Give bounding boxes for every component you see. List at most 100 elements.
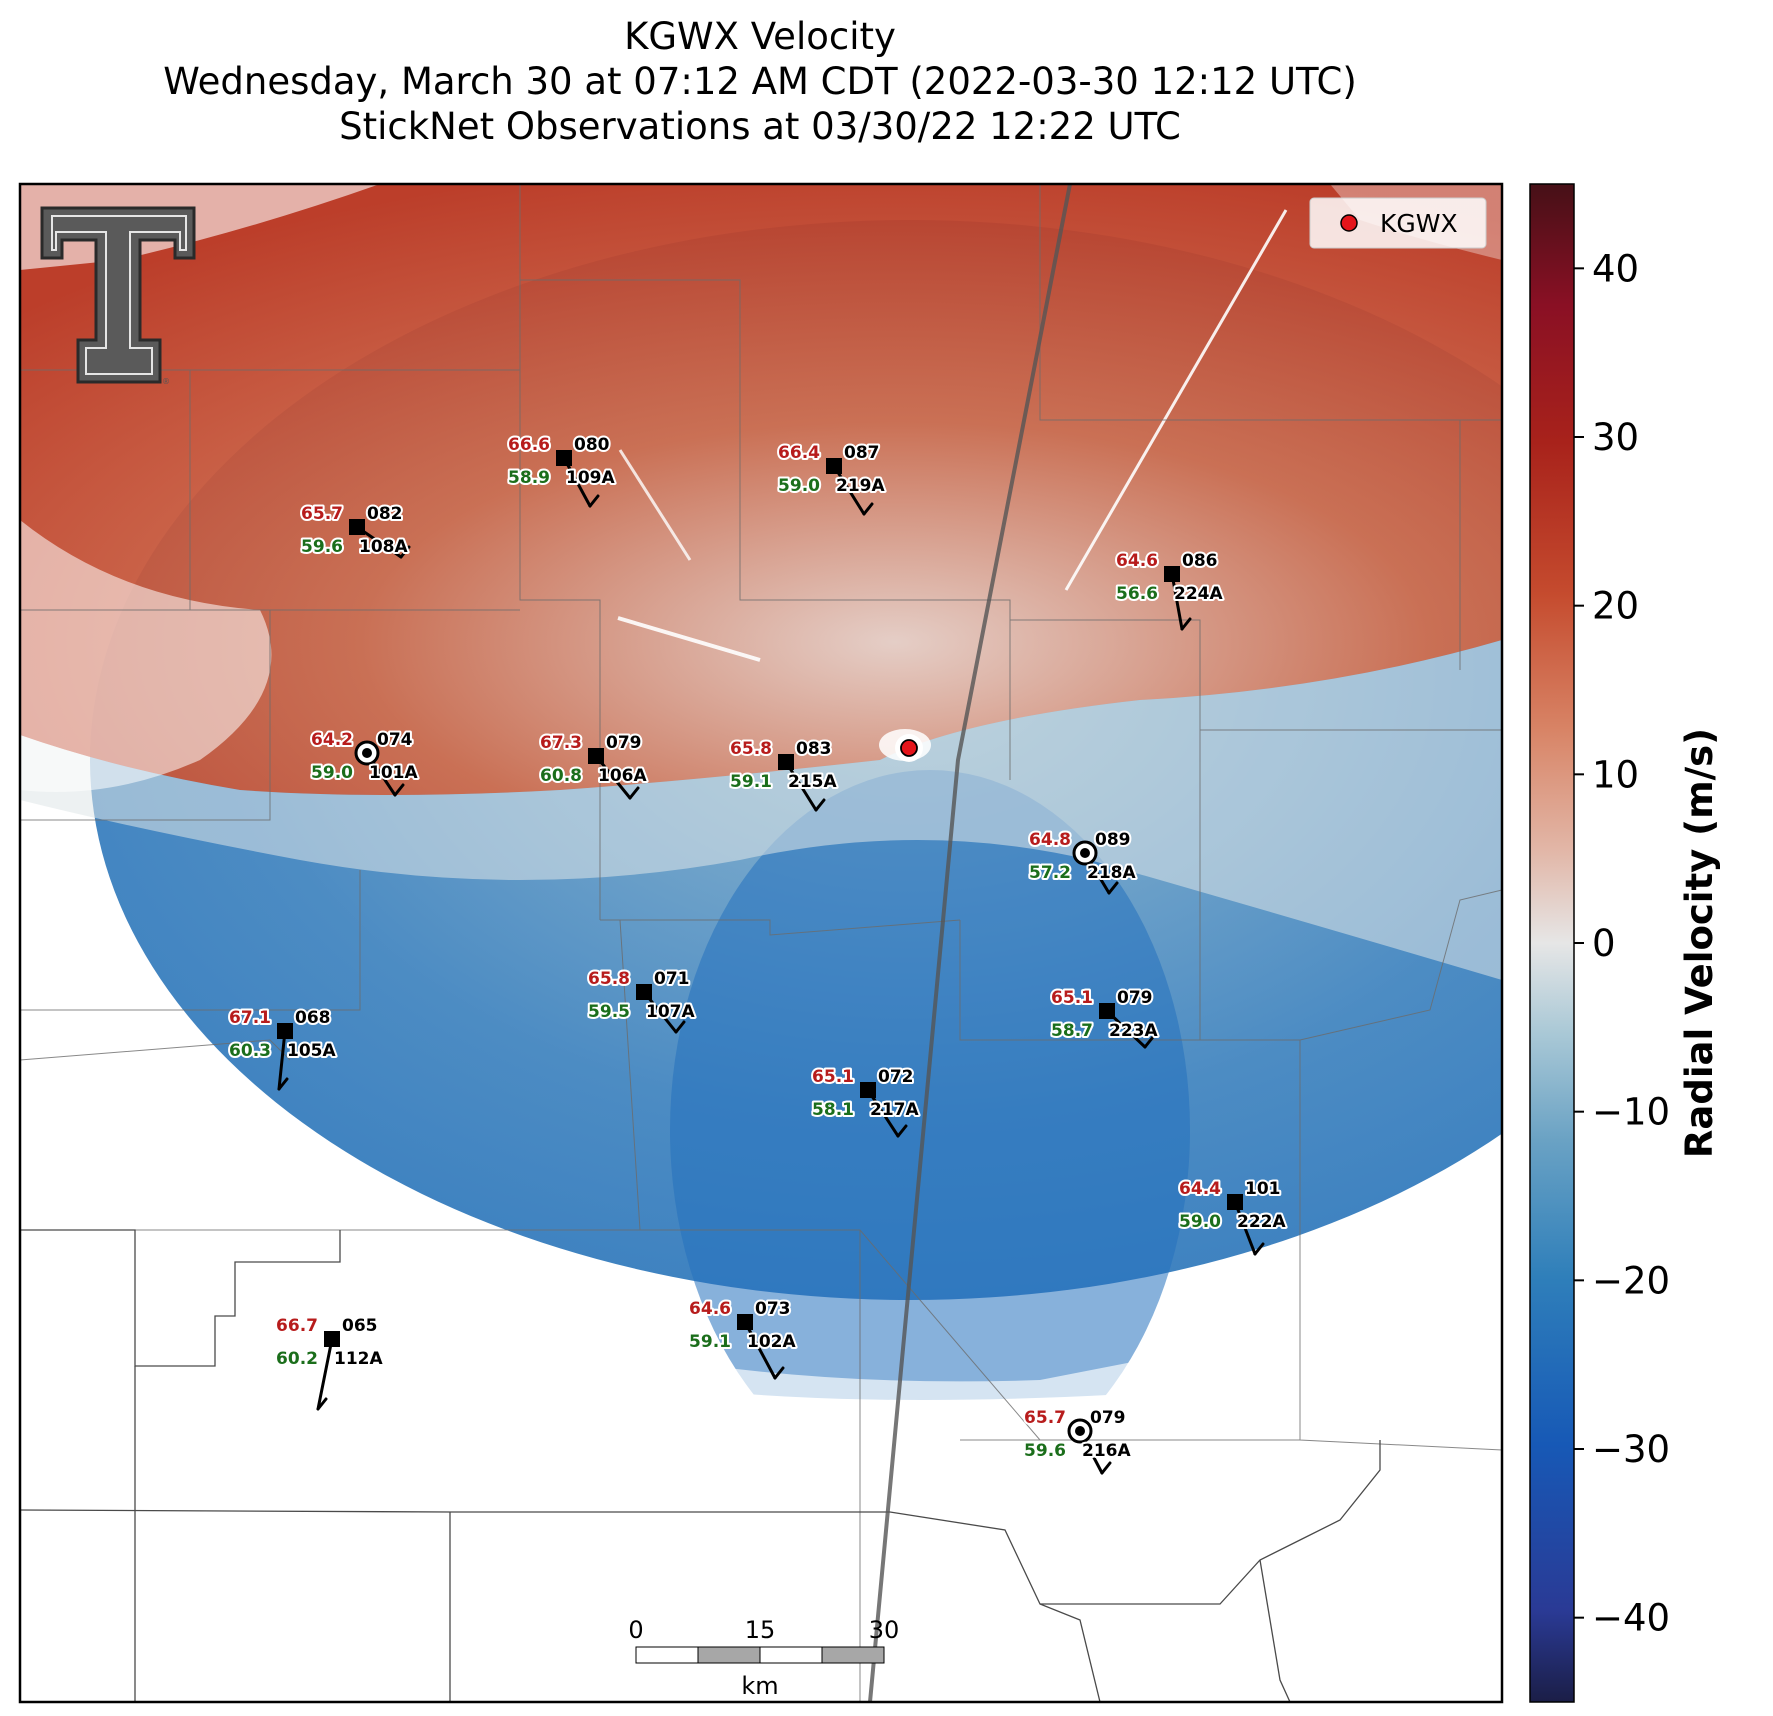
station-wind-direction: 101	[1245, 1179, 1281, 1199]
station-id: 101A	[369, 763, 418, 783]
scale-unit: km	[741, 1672, 778, 1700]
station-id: 105A	[287, 1041, 336, 1061]
station-wind-direction: 083	[796, 739, 832, 759]
station-marker	[636, 984, 652, 1000]
station-id: 109A	[566, 468, 615, 488]
station-id: 215A	[788, 772, 837, 792]
station-219A: 66.4 087 59.0 219A	[776, 441, 887, 516]
station-temperature: 65.1	[1051, 988, 1093, 1008]
colorbar-tick-label: 10	[1592, 753, 1639, 796]
station-temperature: 66.4	[778, 443, 820, 463]
colorbar-tick-label: −10	[1592, 1091, 1670, 1134]
wind-barb-flag	[773, 1366, 785, 1380]
station-109A: 66.6 080 58.9 109A	[506, 433, 617, 508]
station-dewpoint: 58.9	[508, 468, 550, 488]
state-boundaries	[20, 1229, 1381, 1702]
station-217A: 65.1 072 58.1 217A	[810, 1065, 921, 1138]
station-224A: 64.6 086 56.6 224A	[1114, 549, 1225, 631]
station-temperature: 64.6	[689, 1299, 731, 1319]
station-dewpoint: 59.1	[689, 1332, 731, 1352]
station-id: 106A	[598, 766, 647, 786]
station-marker	[737, 1314, 753, 1330]
station-marker-dot	[1075, 1426, 1085, 1436]
station-dewpoint: 58.7	[1051, 1021, 1093, 1041]
station-dewpoint: 59.6	[301, 537, 343, 557]
scale-label-30: 30	[869, 1616, 900, 1644]
wind-barb-flag	[628, 786, 640, 800]
station-marker	[778, 754, 794, 770]
scale-bar: 0 15 30 km	[628, 1616, 899, 1700]
station-temperature: 66.6	[508, 435, 550, 455]
wind-barb-flag	[862, 502, 874, 516]
station-id: 219A	[836, 476, 885, 496]
station-101A: 64.2 074 59.0 101A	[309, 728, 420, 797]
station-temperature: 64.4	[1179, 1179, 1221, 1199]
station-id: 107A	[646, 1002, 695, 1022]
legend-label: KGWX	[1380, 209, 1458, 238]
station-temperature: 64.2	[311, 730, 353, 750]
station-wind-direction: 071	[654, 969, 690, 989]
colorbar-tick-label: 0	[1592, 922, 1616, 965]
station-dewpoint: 56.6	[1116, 584, 1158, 604]
station-marker	[349, 519, 365, 535]
radar-velocity-field	[20, 184, 1502, 1702]
station-temperature: 65.7	[301, 504, 343, 524]
wind-barb-flag	[1180, 617, 1192, 631]
station-wind-direction: 079	[1090, 1408, 1126, 1428]
station-temperature: 65.8	[588, 969, 630, 989]
colorbar: 40 30 20 10 0 −10 −20 −30 −40 Radial Velocity (m…	[1529, 183, 1721, 1703]
station-id: 224A	[1174, 584, 1223, 604]
station-wind-direction: 086	[1182, 551, 1218, 571]
radar-site-marker	[895, 734, 923, 762]
station-112A: 66.7 065 60.2 112A	[274, 1314, 385, 1411]
station-108A: 65.7 082 59.6 108A	[299, 502, 411, 559]
station-id: 102A	[747, 1332, 796, 1352]
station-id: 217A	[870, 1100, 919, 1120]
radar-site-legend-marker	[1340, 214, 1358, 232]
wind-barb	[1170, 572, 1184, 631]
wind-barb	[1233, 1200, 1257, 1256]
wind-barb-flag	[316, 1397, 328, 1411]
colorbar-tick-label: −20	[1592, 1259, 1670, 1302]
station-wind-direction: 080	[574, 435, 610, 455]
station-216A: 65.7 079 59.6 216A	[1022, 1406, 1133, 1475]
wind-barb-flag	[1143, 1035, 1155, 1049]
svg-text:®: ®	[162, 377, 170, 386]
station-wind-direction: 074	[377, 730, 413, 750]
station-dewpoint: 59.1	[730, 772, 772, 792]
wind-barb-flag	[674, 1020, 686, 1034]
station-wind-direction: 072	[878, 1067, 914, 1087]
station-223A: 65.1 079 58.7 223A	[1049, 986, 1160, 1049]
station-215A: 65.8 083 59.1 215A	[728, 737, 839, 812]
station-temperature: 67.3	[540, 733, 582, 753]
station-temperature: 65.7	[1024, 1408, 1066, 1428]
highway-line	[868, 184, 1072, 1702]
station-id: 112A	[334, 1349, 383, 1369]
station-temperature: 64.6	[1116, 551, 1158, 571]
station-marker	[324, 1331, 340, 1347]
station-marker	[588, 748, 604, 764]
colorbar-tick-label: 20	[1592, 585, 1639, 628]
station-temperature: 65.8	[730, 739, 772, 759]
station-wind-direction: 068	[295, 1008, 331, 1028]
station-dewpoint: 59.5	[588, 1002, 630, 1022]
title-line-3: StickNet Observations at 03/30/22 12:22 …	[339, 105, 1181, 148]
station-dewpoint: 57.2	[1029, 863, 1071, 883]
wind-barb-flag	[1100, 1461, 1112, 1475]
station-marker	[1164, 566, 1180, 582]
station-dewpoint: 60.2	[276, 1349, 318, 1369]
stations-layer: 66.6 080 58.9 109A 66.4 087 59.0 219A 65.7 082 59.…	[227, 433, 1288, 1475]
station-dewpoint: 60.8	[540, 766, 582, 786]
wind-barb	[743, 1320, 777, 1380]
station-temperature: 67.1	[229, 1008, 271, 1028]
wind-barb-flag	[896, 1124, 908, 1138]
wind-barb-flag	[814, 798, 826, 812]
colorbar-tick-label: −40	[1592, 1597, 1670, 1640]
station-wind-direction: 079	[1117, 988, 1153, 1008]
scale-label-15: 15	[745, 1616, 776, 1644]
station-id: 108A	[359, 537, 408, 557]
colorbar-tick-label: 30	[1592, 416, 1639, 459]
county-boundaries	[20, 184, 1502, 1702]
station-dewpoint: 59.6	[1024, 1441, 1066, 1461]
station-dewpoint: 59.0	[311, 763, 353, 783]
